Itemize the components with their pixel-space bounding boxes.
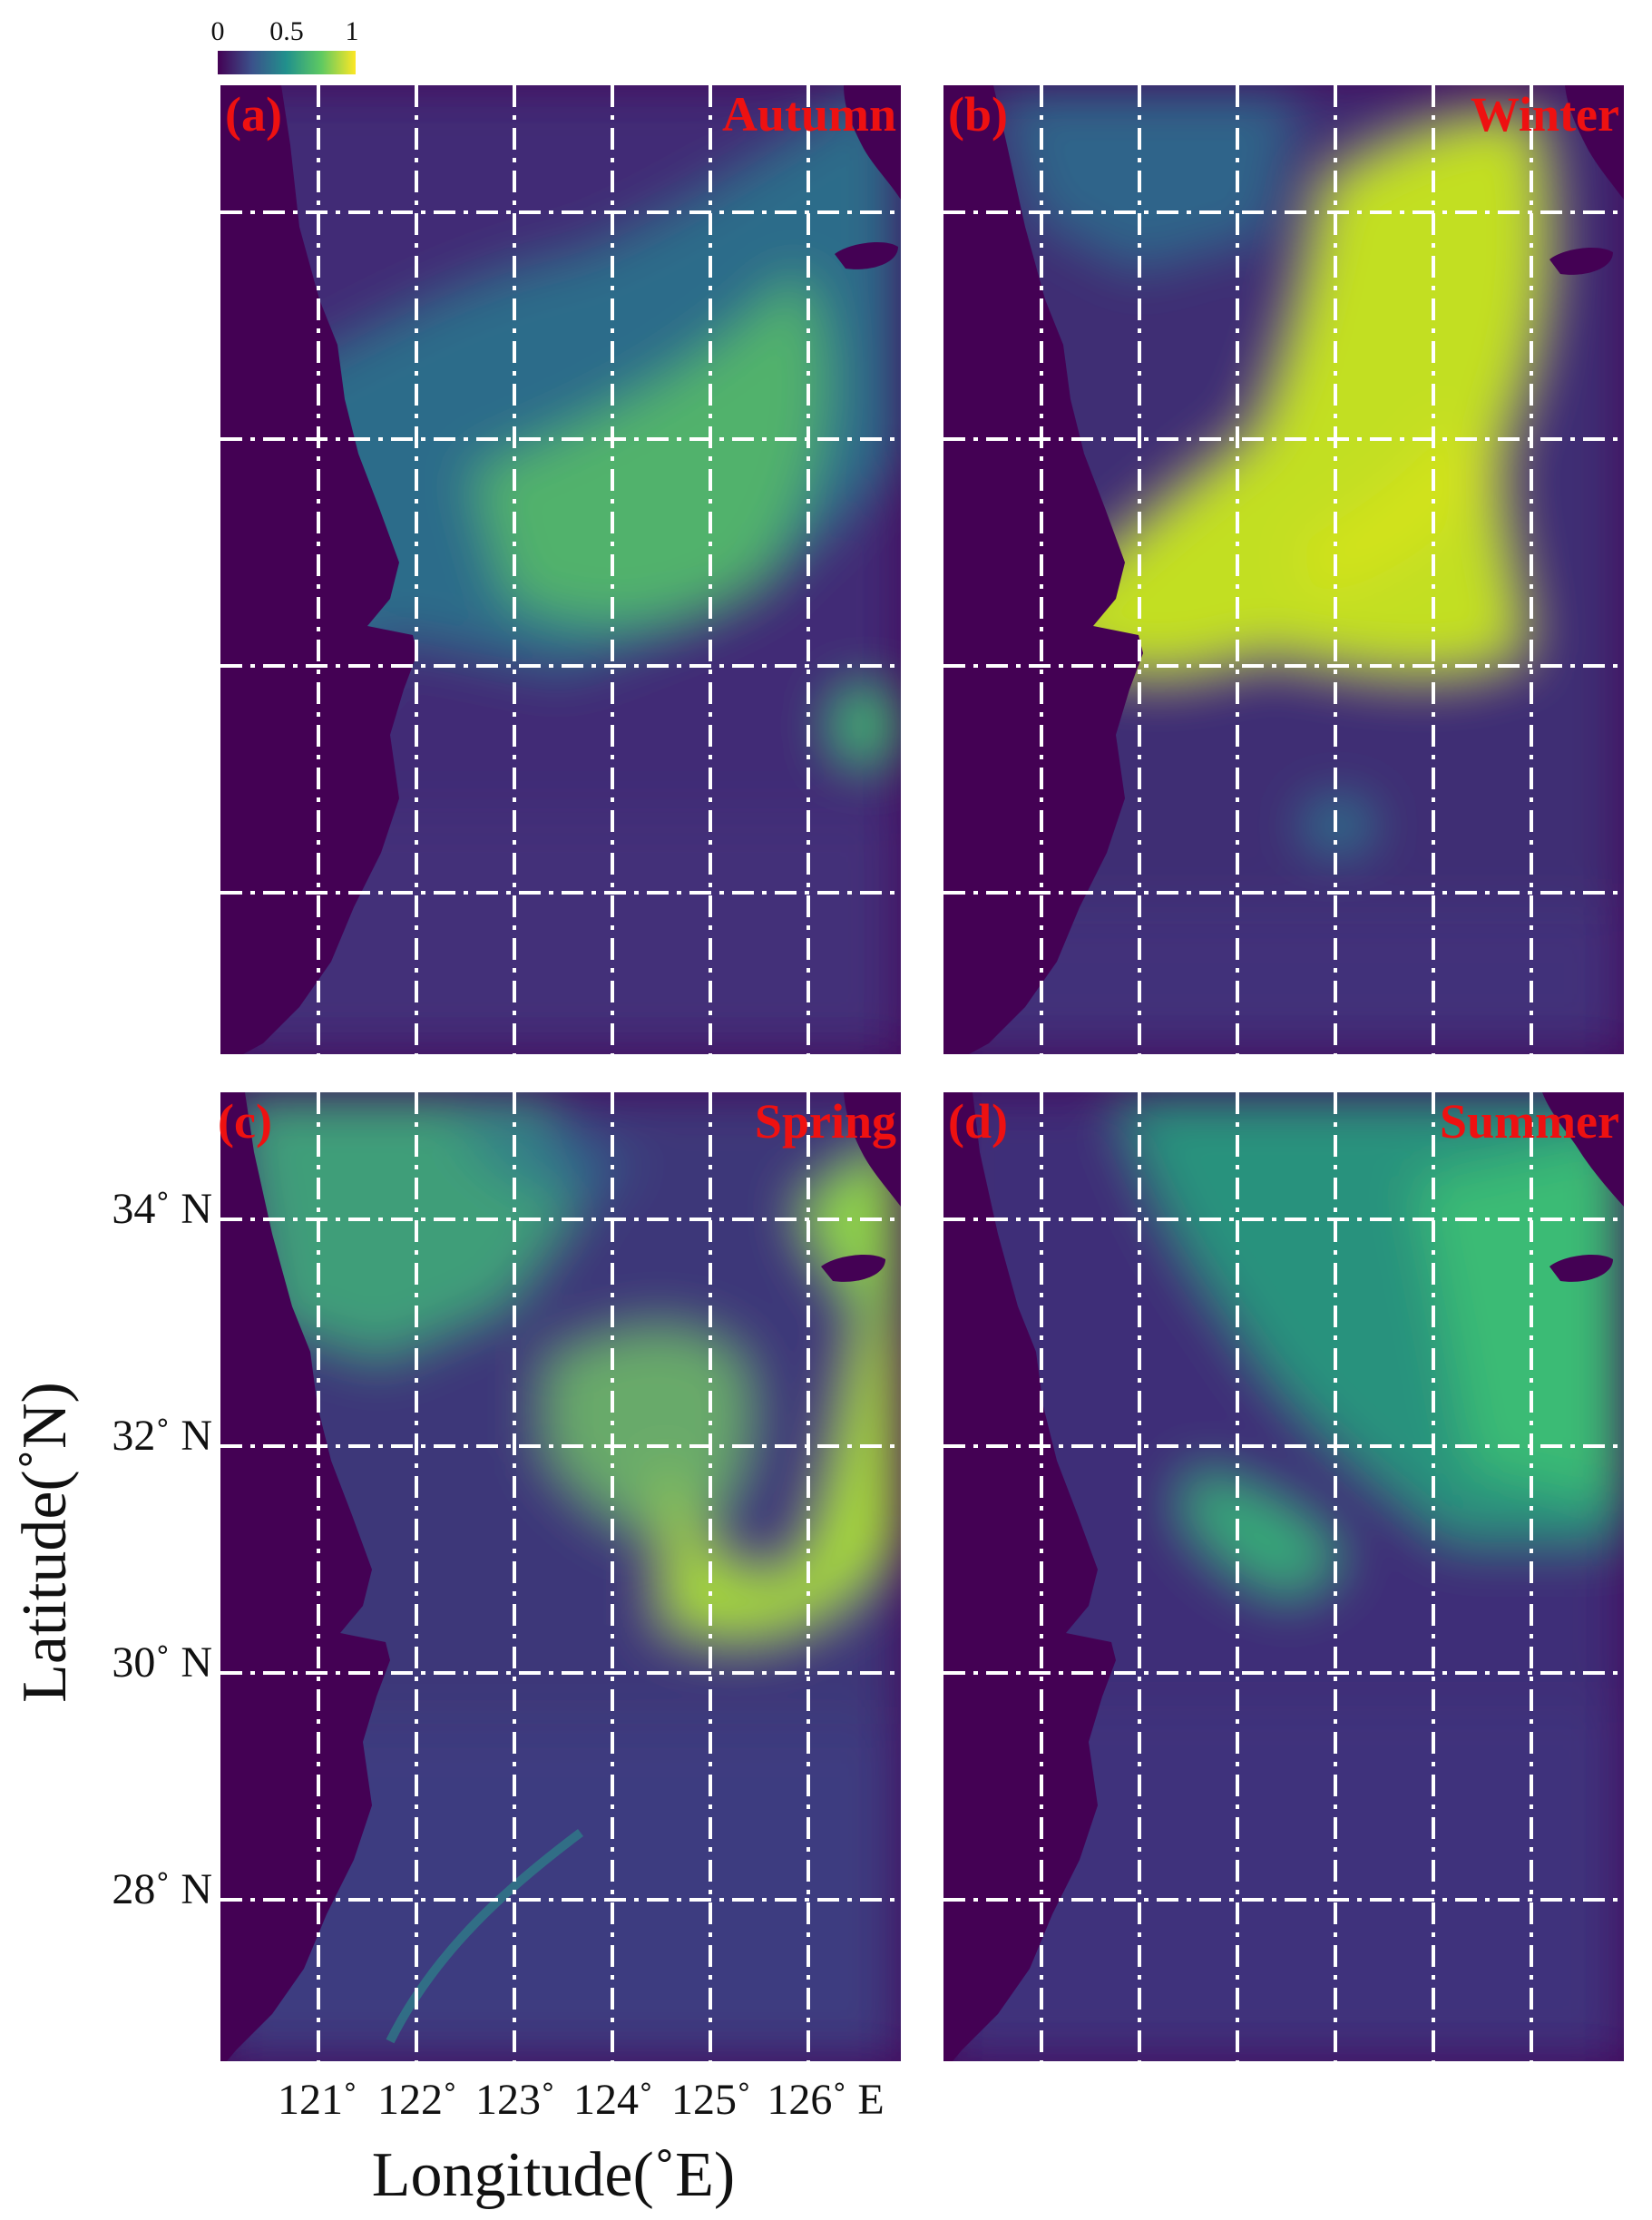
panel-a-label: (a) <box>225 87 282 142</box>
x-tick-125: 125˚ <box>671 2076 751 2124</box>
colorbar-tick-1: 1 <box>346 16 359 46</box>
x-axis-title: Longitude(˚E) <box>372 2140 735 2210</box>
x-tick-122: 122˚ <box>377 2076 457 2124</box>
panel-c <box>220 1092 901 2061</box>
panel-a <box>220 85 901 1054</box>
y-tick-34: 34˚ N <box>112 1185 212 1233</box>
colorbar-gradient <box>218 51 356 74</box>
panel-b-season: Winter <box>1471 87 1619 142</box>
x-tick-126: 126˚ E <box>767 2076 884 2124</box>
panel-a-season: Autumn <box>722 87 896 142</box>
y-tick-28: 28˚ N <box>112 1865 212 1913</box>
panel-c-season: Spring <box>755 1094 896 1149</box>
x-tick-121: 121˚ <box>278 2076 357 2124</box>
panel-d <box>943 1092 1624 2061</box>
panel-d-label: (d) <box>948 1094 1008 1149</box>
x-tick-123: 123˚ <box>475 2076 555 2124</box>
x-tick-124: 124˚ <box>573 2076 653 2124</box>
y-tick-30: 30˚ N <box>112 1638 212 1687</box>
panel-b <box>943 85 1624 1054</box>
y-tick-32: 32˚ N <box>112 1412 212 1460</box>
panel-c-label: (c) <box>218 1094 272 1149</box>
grid-lines <box>220 85 1624 2061</box>
panel-d-season: Summer <box>1440 1094 1619 1149</box>
panel-b-label: (b) <box>948 87 1008 142</box>
colorbar-tick-0: 0 <box>211 16 225 46</box>
colorbar-tick-mid: 0.5 <box>269 16 304 46</box>
y-axis-title: Latitude(˚N) <box>10 1382 80 1703</box>
colorbar: 0 0.5 1 <box>211 16 359 74</box>
